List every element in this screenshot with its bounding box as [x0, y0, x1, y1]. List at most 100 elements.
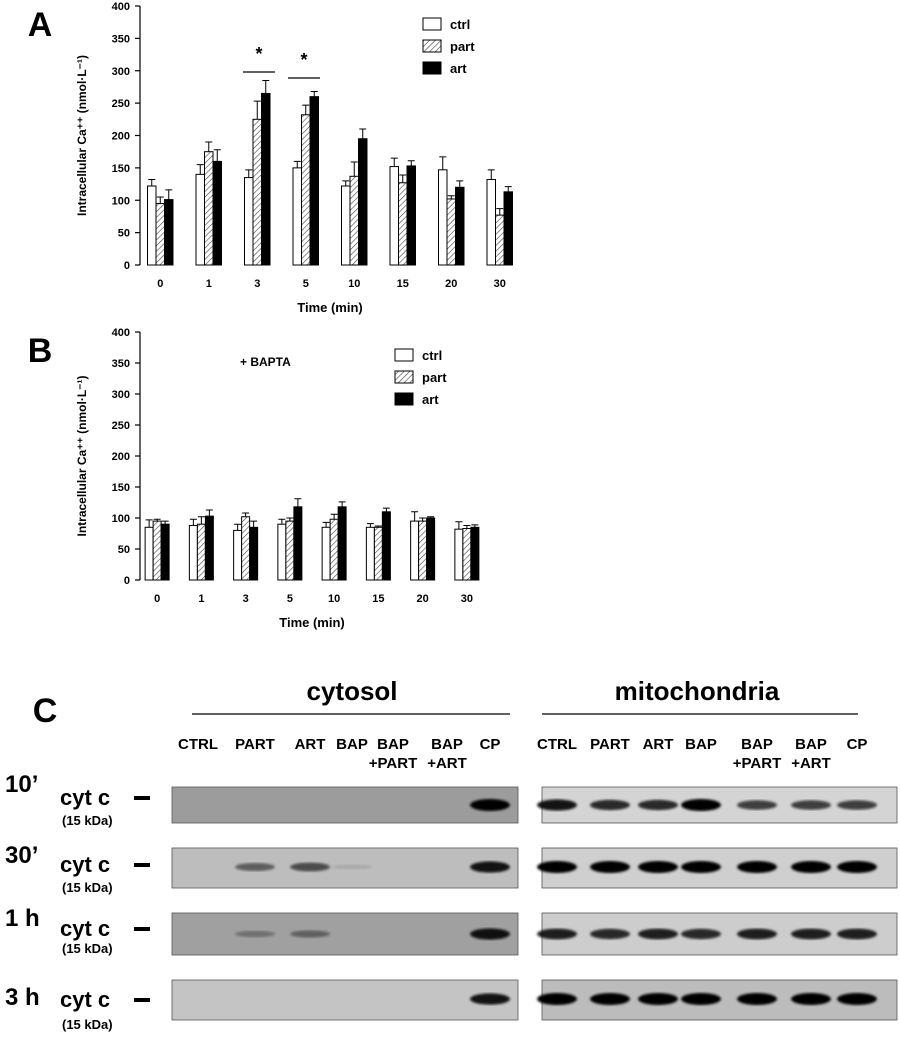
x-tick-label: 0	[157, 278, 163, 290]
protein-label: cyt c	[60, 916, 110, 941]
error-bar	[338, 501, 346, 507]
time-label: 10’	[5, 771, 38, 798]
bar	[373, 526, 383, 581]
legend-label: ctrl	[422, 348, 442, 363]
lane-label: BAP	[377, 736, 409, 753]
bar	[398, 182, 408, 266]
error-bar	[310, 90, 318, 97]
lane-label: +PART	[369, 755, 417, 772]
time-label: 30’	[5, 842, 38, 869]
blot-band	[537, 799, 577, 811]
lane-label: BAP	[741, 736, 773, 753]
lane-label: CP	[480, 736, 501, 753]
blot-band	[590, 861, 630, 873]
bar	[233, 529, 243, 581]
blot-band	[737, 993, 777, 1005]
lane-label: +ART	[791, 755, 831, 772]
bar	[418, 520, 428, 581]
bar	[160, 523, 170, 581]
bar	[349, 175, 359, 266]
bar	[337, 506, 347, 581]
annotation: *	[255, 44, 262, 64]
bar	[495, 214, 505, 266]
bar	[241, 516, 251, 581]
bar	[212, 160, 222, 266]
error-bar	[496, 208, 504, 216]
blot-band	[837, 993, 877, 1005]
lane-label: BAP	[336, 736, 368, 753]
bar	[321, 526, 331, 581]
x-axis-label: Time (min)	[279, 615, 345, 630]
bar	[341, 185, 351, 266]
y-tick-label: 350	[112, 33, 130, 45]
y-tick-label: 150	[112, 163, 130, 175]
error-bar	[161, 520, 169, 525]
legend-swatch	[422, 39, 442, 53]
error-bar	[359, 128, 367, 139]
y-tick-label: 250	[112, 98, 130, 110]
error-bar	[196, 164, 204, 175]
blot-band	[470, 928, 510, 940]
legend-label: art	[422, 392, 439, 407]
protein-label: cyt c	[60, 785, 110, 810]
bar	[285, 520, 295, 581]
bar	[249, 526, 259, 581]
error-bar	[382, 507, 390, 512]
bar	[410, 520, 420, 581]
x-tick-label: 1	[198, 593, 204, 605]
x-tick-label: 15	[397, 278, 409, 290]
blot-strip	[171, 912, 519, 956]
error-bar	[148, 179, 156, 187]
bar	[144, 526, 154, 581]
legend-swatch	[394, 392, 414, 406]
blot-band	[638, 928, 678, 940]
blot-band	[638, 861, 678, 873]
size-label: (15 kDa)	[62, 880, 113, 895]
x-tick-label: 30	[494, 278, 506, 290]
blot-band	[290, 930, 330, 938]
error-bar	[262, 79, 270, 94]
lane-label: BAP	[685, 736, 717, 753]
blot-band	[681, 993, 721, 1005]
y-tick-label: 0	[124, 575, 130, 587]
legend-label: ctrl	[450, 17, 470, 32]
protein-label: cyt c	[60, 852, 110, 877]
y-tick-label: 100	[112, 513, 130, 525]
protein-label: cyt c	[60, 987, 110, 1012]
error-bar	[407, 160, 415, 166]
y-tick-label: 400	[112, 327, 130, 339]
bar	[252, 118, 262, 266]
blot-band	[737, 800, 777, 810]
blot-band	[737, 928, 777, 940]
blot-band	[332, 864, 372, 870]
marker-dash	[134, 998, 150, 1002]
error-bar	[419, 517, 427, 522]
bar	[292, 167, 302, 266]
y-axis-label: Intracellular Ca⁺⁺ (nmol·L⁻¹)	[75, 55, 89, 216]
blot-band	[537, 928, 577, 940]
blot-band	[791, 928, 831, 940]
bar	[152, 520, 162, 581]
blot-band	[235, 863, 275, 871]
bar	[389, 166, 399, 266]
error-bar	[197, 516, 205, 525]
error-bar	[245, 169, 253, 178]
marker-dash	[134, 927, 150, 931]
marker-dash	[134, 796, 150, 800]
lane-label: BAP	[795, 736, 827, 753]
lane-label: ART	[295, 736, 326, 753]
lane-label: CTRL	[537, 736, 577, 753]
blot-band	[737, 861, 777, 873]
bar	[470, 526, 480, 581]
bar	[462, 528, 472, 581]
error-bar	[189, 518, 197, 526]
blot-band	[470, 799, 510, 811]
bar	[277, 523, 287, 581]
y-tick-label: 150	[112, 482, 130, 494]
bar	[301, 114, 311, 266]
error-bar	[366, 523, 374, 528]
lane-label: CP	[847, 736, 868, 753]
x-tick-label: 30	[461, 593, 473, 605]
blot-strip	[171, 786, 519, 824]
error-bar	[250, 520, 258, 528]
